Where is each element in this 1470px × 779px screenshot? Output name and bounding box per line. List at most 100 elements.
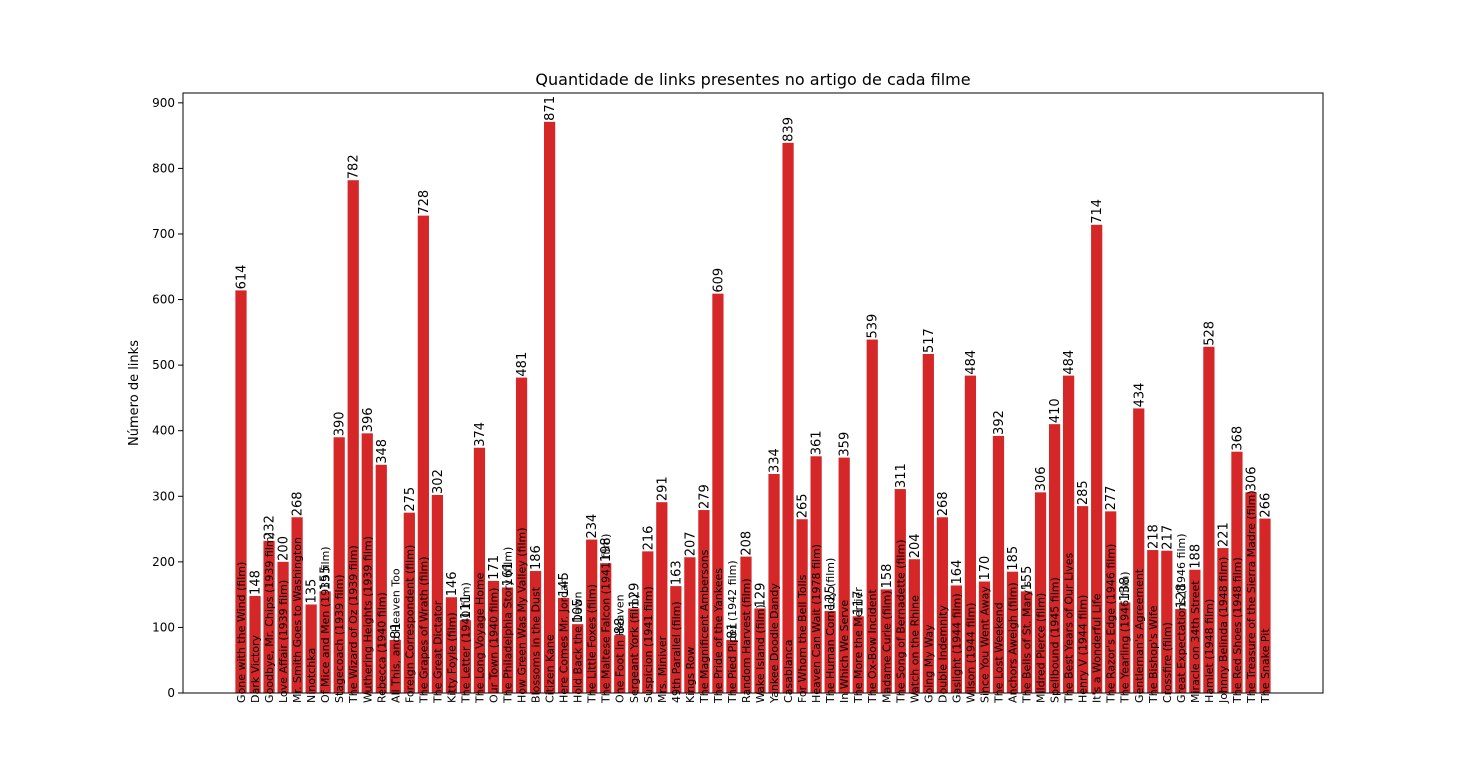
category-label: Ninotchka: [305, 648, 318, 703]
category-label: The Red Shoes (1948 film): [1231, 557, 1244, 704]
value-label: 125: [824, 585, 839, 610]
value-label: 268: [936, 491, 951, 516]
value-label: 155: [1020, 566, 1035, 591]
bar: [768, 473, 780, 693]
category-label: For Whom the Bell Tolls: [796, 574, 809, 703]
bar: [389, 639, 401, 693]
category-label: Mildred Pierce (film): [1035, 593, 1048, 703]
bar: [712, 293, 724, 693]
value-label: 218: [1146, 524, 1161, 549]
category-label: The Little Foxes (film): [586, 584, 599, 704]
value-label: 368: [1230, 426, 1245, 451]
bar: [1048, 424, 1061, 693]
bar: [740, 556, 752, 693]
value-label: 291: [655, 476, 670, 501]
category-label: The Philadelphia Story (film): [502, 547, 515, 704]
category-label: Wilson (1944 film): [964, 603, 977, 703]
category-label: Great Expectations (1946 film): [1175, 533, 1188, 703]
bar: [1259, 518, 1271, 693]
category-label: Dark Victory: [249, 634, 262, 703]
category-label: Of Mice and Men (1939 film): [319, 546, 332, 703]
bar: [543, 121, 556, 694]
category-label: Citizen Kane: [544, 634, 557, 703]
bar: [586, 539, 598, 693]
bar: [1020, 591, 1033, 693]
value-label: 279: [697, 484, 712, 509]
value-label: 528: [1202, 321, 1217, 346]
bar: [978, 581, 991, 693]
category-label: The Human Comedy (film): [824, 558, 837, 704]
y-axis-ticks: 0 100 200 300 400 500 600 700 800 900: [152, 96, 183, 700]
value-label: 782: [347, 154, 362, 179]
category-label: The Snake Pit: [1259, 628, 1272, 704]
category-label: Kings Row: [684, 647, 697, 703]
bar: [950, 585, 963, 693]
bar: [1091, 224, 1103, 694]
value-labels: 6141482322002681351553907823963488127572…: [235, 96, 1274, 639]
bar: [431, 494, 443, 693]
bar: [487, 580, 500, 693]
y-tick-label: 500: [152, 358, 175, 372]
category-label: Blossoms in the Dust: [530, 586, 543, 703]
value-label: 334: [768, 448, 783, 473]
category-label: Mr. Smith Goes to Washington: [291, 537, 304, 703]
bar: [1133, 408, 1145, 693]
bar: [305, 604, 317, 693]
y-tick-label: 600: [152, 293, 175, 307]
category-label: Kitty Foyle (film): [445, 612, 458, 703]
bar: [572, 624, 584, 693]
value-label: 128: [1174, 583, 1189, 608]
bar: [992, 435, 1005, 693]
category-label: Mrs. Miniver: [656, 635, 669, 703]
value-label: 105: [571, 598, 586, 623]
value-label: 117: [852, 590, 867, 615]
category-label: Spellbound (1945 film): [1049, 577, 1062, 703]
category-label: Our Town (1940 film): [487, 588, 500, 703]
category-label: Gaslight (1944 film): [950, 593, 963, 703]
category-labels: Gone with the Wind (film) Dark Victory Goo…: [235, 490, 1272, 704]
category-label: Henry V (1944 film): [1077, 595, 1090, 703]
category-label: The Treasure of the Sierra Madre (film): [1245, 490, 1258, 704]
value-label: 361: [810, 430, 825, 455]
category-label: Goodbye, Mr. Chips (1939 film): [263, 532, 276, 703]
bar: [529, 571, 542, 693]
category-label: Hamlet (1948 film): [1203, 599, 1216, 703]
bar: [1231, 451, 1243, 693]
value-label: 277: [1104, 486, 1119, 511]
category-label: The Razor's Edge (1946 film): [1105, 544, 1118, 704]
bar: [1063, 375, 1075, 693]
category-label: Since You Went Away: [978, 586, 991, 703]
category-label: The Long Voyage Home: [473, 572, 486, 704]
value-label: 185: [1006, 546, 1021, 571]
bar: [501, 587, 514, 693]
y-tick-label: 0: [167, 686, 175, 700]
category-label: Going My Way: [922, 624, 935, 703]
value-label: 275: [403, 487, 418, 512]
value-label: 306: [1244, 467, 1259, 492]
category-label: The Ox-Bow Incident: [866, 588, 879, 704]
value-label: 434: [1132, 383, 1147, 408]
category-label: The Letter (1940 film): [459, 582, 472, 704]
value-label: 155: [319, 566, 334, 591]
value-label: 170: [978, 556, 993, 581]
category-label: The Maltese Falcon (1941 film): [600, 534, 613, 704]
bars-group: [235, 121, 1271, 694]
y-tick-label: 800: [152, 161, 175, 175]
bar: [866, 339, 878, 693]
value-label: 188: [1188, 544, 1203, 569]
y-tick-label: 200: [152, 555, 175, 569]
category-label: The Wizard of Oz (1939 film): [347, 545, 360, 704]
value-label: 88: [613, 618, 628, 635]
bar: [1034, 492, 1047, 693]
bar: [361, 433, 373, 693]
category-label: The Great Dictator: [431, 600, 444, 704]
value-label: 148: [249, 570, 264, 595]
bar: [1147, 550, 1159, 693]
y-tick-label: 300: [152, 489, 175, 503]
value-label: 232: [263, 515, 278, 540]
value-label: 396: [361, 408, 376, 433]
bar: [614, 635, 626, 693]
value-label: 390: [333, 411, 348, 436]
value-label: 186: [529, 545, 544, 570]
value-label: 198: [599, 537, 614, 562]
